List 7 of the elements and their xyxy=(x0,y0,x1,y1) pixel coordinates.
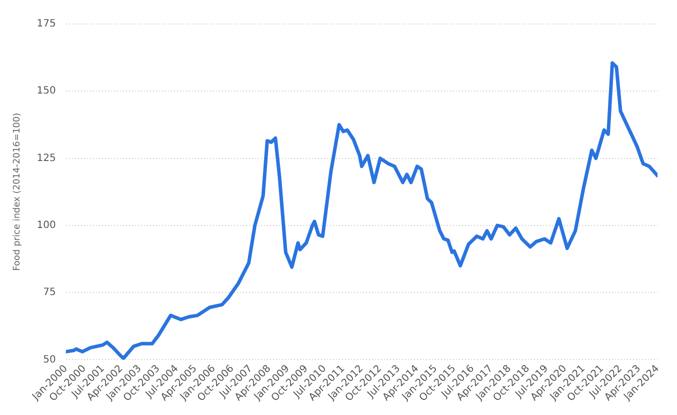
y-axis-title: Food price index (2014-2016=100) xyxy=(12,112,23,271)
y-tick-label: 150 xyxy=(36,86,56,97)
y-tick-label: 50 xyxy=(43,354,56,366)
y-tick-label: 125 xyxy=(36,152,56,164)
y-tick-label: 75 xyxy=(43,287,56,298)
y-tick-label: 175 xyxy=(36,18,56,30)
y-tick-label: 100 xyxy=(36,220,56,232)
